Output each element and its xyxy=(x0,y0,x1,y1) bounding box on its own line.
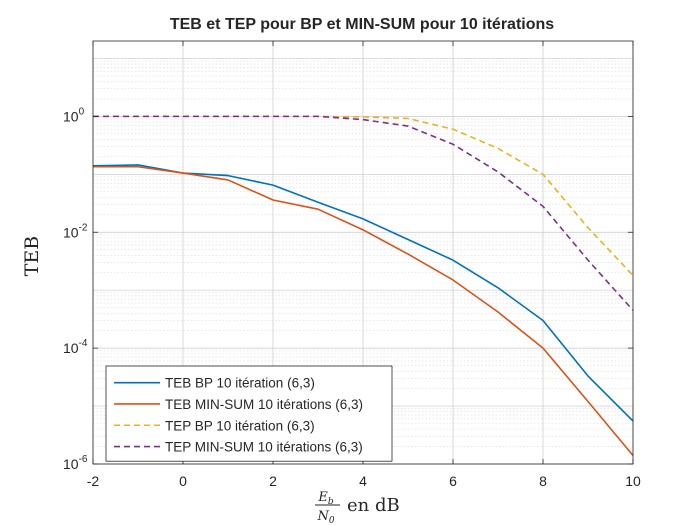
y-tick-label: 100 xyxy=(63,106,85,124)
x-tick-label: 6 xyxy=(449,473,457,489)
chart-title: TEB et TEP pour BP et MIN-SUM pour 10 it… xyxy=(170,16,554,33)
x-label-suffix: en dB xyxy=(347,495,400,516)
series-line-4 xyxy=(93,115,634,311)
x-tick-label: 10 xyxy=(625,473,641,489)
x-tick-label: 0 xyxy=(179,473,187,489)
x-tick-label: -2 xyxy=(87,473,100,489)
series-line-2 xyxy=(93,165,634,457)
y-tick-labels: 10-6 10-4 10-2 100 xyxy=(63,106,88,472)
x-label-denominator: N0 xyxy=(316,509,334,525)
y-tick-label: 10-6 xyxy=(63,454,88,472)
legend: TEB BP 10 itération (6,3) TEB MIN-SUM 10 … xyxy=(105,365,393,462)
x-tick-label: 2 xyxy=(269,473,277,489)
legend-label: TEP BP 10 itération (6,3) xyxy=(165,418,315,433)
y-axis-label: TEB xyxy=(21,236,43,277)
x-tick-label: 8 xyxy=(539,473,547,489)
x-axis-label: Eb N0 en dB xyxy=(315,490,400,525)
x-tick-label: 4 xyxy=(359,473,367,489)
series-layer xyxy=(92,115,634,457)
y-tick-label: 10-2 xyxy=(63,222,88,240)
y-tick-label: 10-4 xyxy=(63,338,88,356)
x-label-numerator: Eb xyxy=(317,490,334,507)
legend-label: TEB BP 10 itération (6,3) xyxy=(165,376,315,391)
legend-label: TEP MIN-SUM 10 itérations (6,3) xyxy=(165,440,363,455)
legend-label: TEB MIN-SUM 10 itérations (6,3) xyxy=(165,397,363,412)
x-tick-labels: -2 0 2 4 6 8 10 xyxy=(87,473,641,489)
